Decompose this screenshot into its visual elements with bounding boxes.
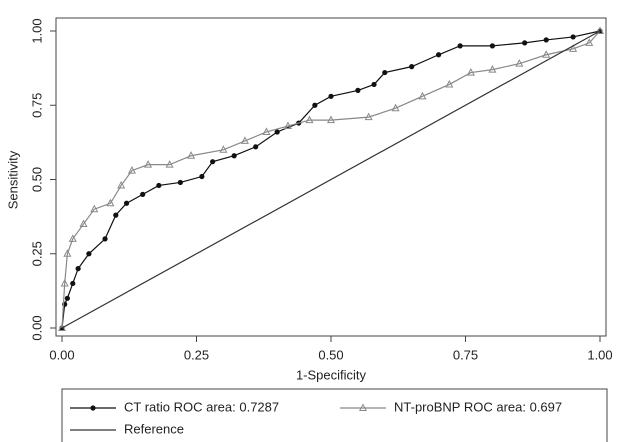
data-point [79, 219, 88, 228]
data-point [522, 40, 528, 46]
data-point [328, 93, 334, 99]
x-axis-title: 1-Specificity [296, 367, 367, 382]
data-point [262, 127, 271, 135]
data-point [75, 266, 81, 272]
data-point [127, 166, 136, 174]
data-point [90, 204, 99, 213]
legend-label: NT-proBNP ROC area: 0.697 [394, 399, 562, 414]
data-point [68, 234, 77, 242]
data-point [219, 145, 228, 153]
data-point [382, 69, 388, 76]
data-point [187, 151, 196, 159]
x-tick-label: 1.00 [587, 347, 612, 362]
data-point [117, 180, 126, 189]
data-point [355, 87, 361, 93]
roc-line [61, 30, 601, 329]
x-tick-label: 0.25 [184, 347, 209, 362]
data-point [515, 59, 524, 67]
y-tick-label: 0.00 [29, 315, 44, 340]
data-point [231, 153, 237, 159]
data-point [70, 280, 76, 287]
data-point [585, 38, 594, 46]
data-point [60, 278, 69, 287]
y-tick-label: 0.50 [29, 167, 44, 192]
data-point [123, 200, 130, 206]
data-point [391, 103, 400, 112]
data-point [326, 115, 336, 124]
roc-line [61, 30, 601, 329]
data-point [113, 212, 119, 218]
data-point [418, 91, 427, 100]
legend-label: Reference [124, 421, 184, 436]
legend-marker [358, 403, 368, 411]
y-tick-label: 0.75 [29, 93, 44, 118]
data-point [457, 43, 463, 49]
data-point [140, 191, 146, 197]
data-point [106, 198, 115, 207]
data-point [64, 295, 70, 301]
y-tick-label: 0.25 [29, 241, 44, 266]
legend-label: CT ratio ROC area: 0.7287 [124, 399, 279, 414]
data-point [240, 136, 249, 144]
data-point [102, 236, 108, 242]
data-point [165, 160, 174, 168]
legend-marker [90, 405, 96, 411]
data-point [144, 160, 153, 168]
y-tick-label: 1.00 [29, 18, 44, 43]
data-point [177, 179, 183, 186]
data-point [489, 43, 495, 49]
data-point [570, 34, 576, 40]
data-point [364, 112, 373, 121]
data-point [409, 64, 415, 70]
data-point [253, 144, 259, 150]
data-point [445, 79, 454, 88]
data-point [543, 37, 549, 43]
data-point [466, 68, 475, 76]
data-point [63, 249, 72, 257]
data-point [542, 50, 551, 58]
data-point [312, 102, 318, 108]
data-point [210, 159, 216, 165]
data-point [305, 115, 314, 124]
data-point [86, 251, 92, 257]
data-point [199, 173, 205, 180]
x-tick-label: 0.50 [318, 347, 343, 362]
data-point [436, 52, 442, 58]
data-point [274, 129, 280, 135]
data-point [569, 44, 578, 52]
legend-box [61, 388, 608, 442]
data-point [283, 121, 292, 130]
data-point [595, 26, 605, 34]
data-point [371, 81, 377, 88]
x-tick-label: 0.75 [453, 347, 478, 362]
data-point [488, 65, 497, 73]
data-point [156, 182, 162, 189]
x-tick-label: 0.00 [49, 347, 74, 362]
y-axis-title: Sensitivity [5, 150, 20, 209]
